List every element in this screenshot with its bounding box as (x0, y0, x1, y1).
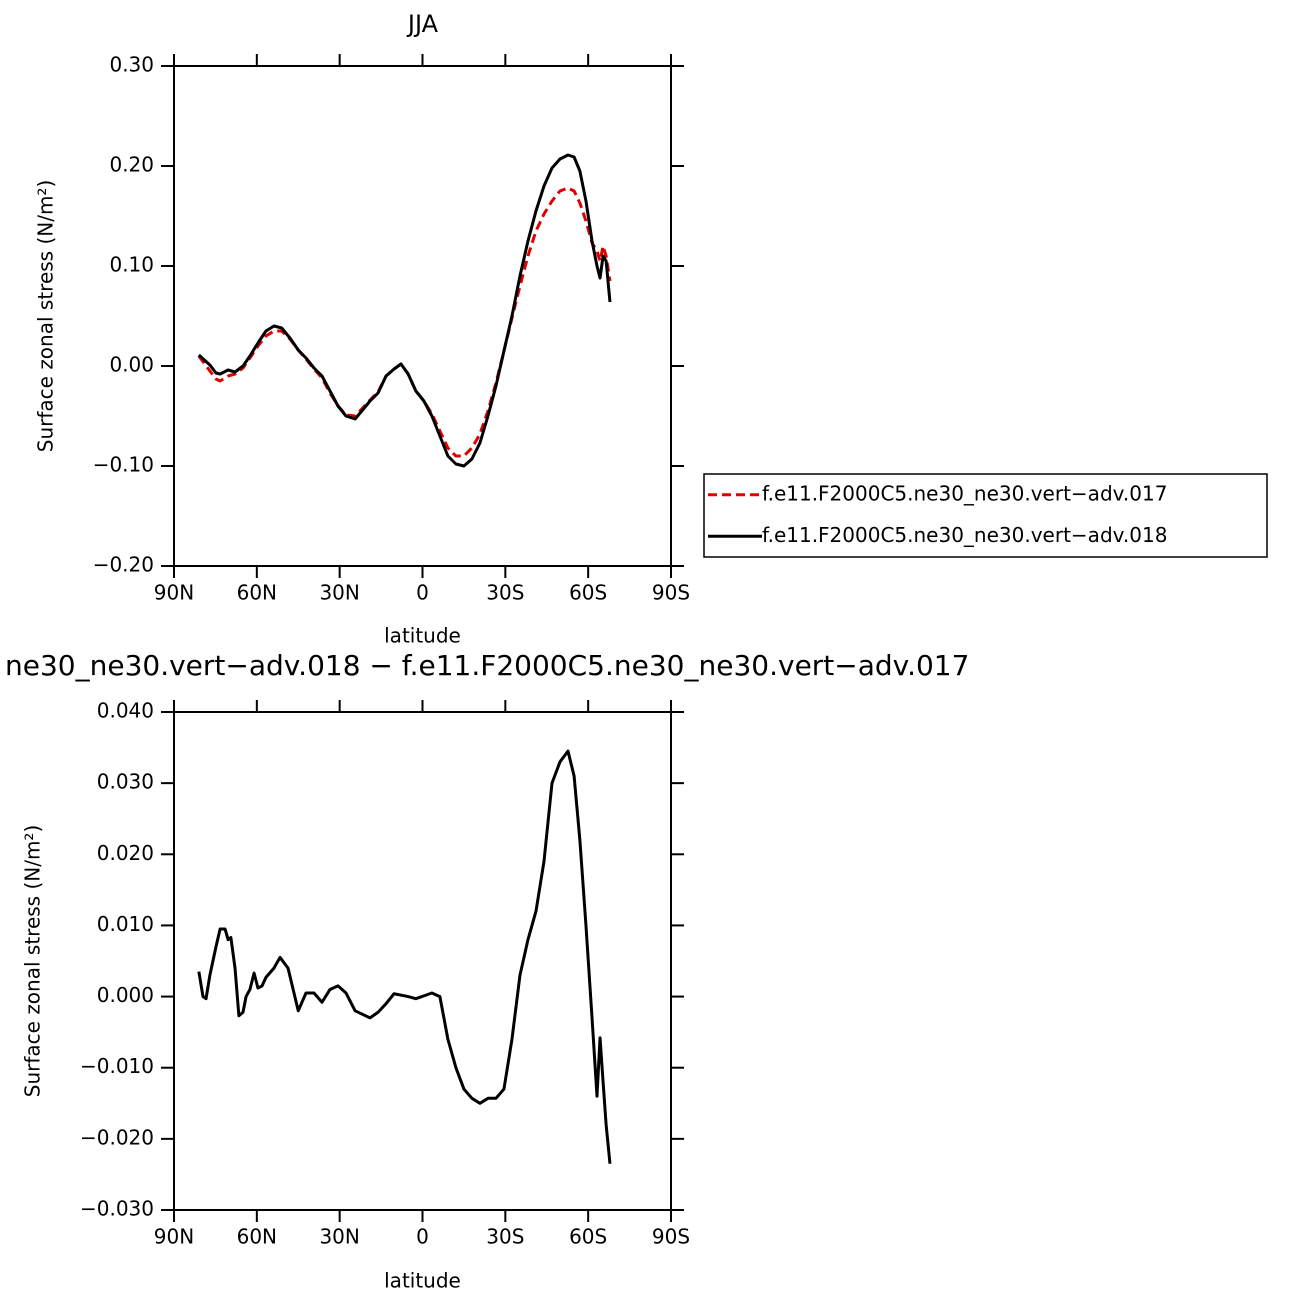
x-tick-label: 30N (319, 581, 359, 605)
x-tick-label: 30S (486, 1225, 524, 1249)
panel: ne30_ne30.vert−adv.018 − f.e11.F2000C5.n… (5, 649, 969, 1293)
series-line (197, 186, 612, 458)
y-tick-label: 0.030 (97, 770, 154, 794)
y-tick-label: 0.040 (97, 699, 154, 723)
x-tick-label: 90S (652, 581, 690, 605)
y-axis-label: Surface zonal stress (N/m²) (34, 180, 58, 452)
x-axis-label: latitude (384, 1269, 461, 1293)
x-tick-label: 60N (237, 1225, 277, 1249)
x-tick-label: 60S (569, 1225, 607, 1249)
y-tick-label: −0.20 (93, 553, 154, 577)
y-tick-label: 0.00 (109, 353, 154, 377)
y-tick-label: 0.20 (109, 153, 154, 177)
y-tick-label: 0.30 (109, 53, 154, 77)
series-line (197, 749, 612, 1164)
x-tick-label: 90N (154, 1225, 194, 1249)
chart-title: JJA (406, 10, 439, 38)
legend-label: f.e11.F2000C5.ne30_ne30.vert−adv.017 (762, 481, 1167, 505)
y-tick-label: −0.010 (80, 1054, 154, 1078)
x-tick-label: 0 (416, 581, 429, 605)
x-tick-label: 60S (569, 581, 607, 605)
x-tick-label: 60N (237, 581, 277, 605)
y-tick-label: −0.10 (93, 453, 154, 477)
plot-frame (173, 711, 672, 1211)
y-tick-label: −0.030 (80, 1197, 154, 1221)
x-tick-label: 30N (319, 1225, 359, 1249)
legend-box (703, 473, 1268, 558)
y-tick-label: 0.000 (97, 983, 154, 1007)
y-tick-label: 0.10 (109, 253, 154, 277)
x-tick-label: 30S (486, 581, 524, 605)
x-axis-label: latitude (384, 624, 461, 648)
legend-label: f.e11.F2000C5.ne30_ne30.vert−adv.018 (762, 523, 1167, 547)
y-tick-label: 0.010 (97, 912, 154, 936)
series-line (197, 153, 612, 468)
y-axis-label: Surface zonal stress (N/m²) (21, 825, 45, 1097)
x-tick-label: 90N (154, 581, 194, 605)
x-tick-label: 0 (416, 1225, 429, 1249)
y-tick-label: 0.020 (97, 841, 154, 865)
panel: JJA latitude Surface zonal stress (N/m²) 0.… (34, 10, 1268, 648)
plot-frame (173, 65, 672, 567)
chart-title: ne30_ne30.vert−adv.018 − f.e11.F2000C5.n… (5, 649, 969, 682)
y-tick-label: −0.020 (80, 1125, 154, 1149)
x-tick-label: 90S (652, 1225, 690, 1249)
